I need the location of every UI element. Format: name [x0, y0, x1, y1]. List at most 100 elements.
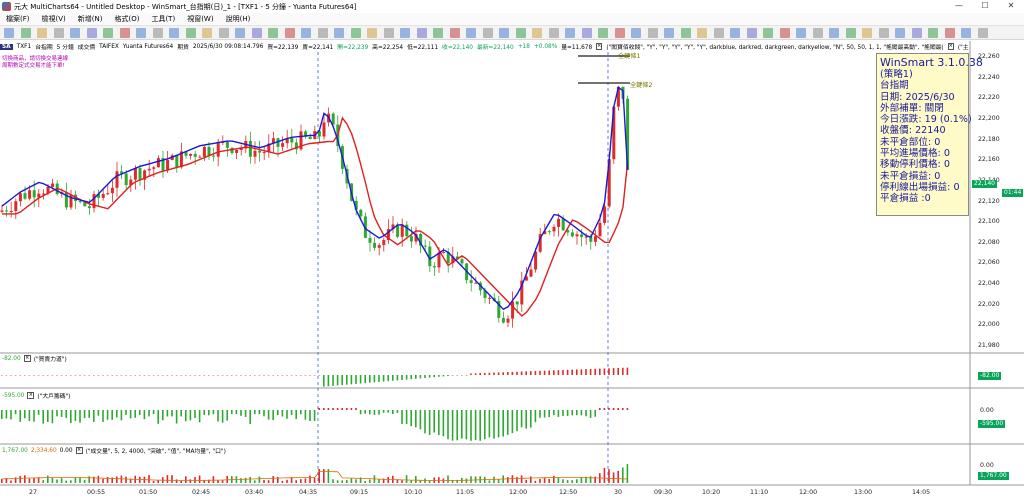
toolbar-button[interactable] — [812, 28, 823, 38]
power-bar — [152, 375, 155, 376]
power-bar — [336, 375, 339, 386]
toolbar-button[interactable] — [449, 28, 460, 38]
volume-bar — [162, 477, 164, 483]
infobox-line: (策略1) — [880, 69, 913, 80]
menu-window[interactable]: 視窗(W) — [187, 15, 214, 23]
toolbar-button[interactable] — [532, 28, 542, 38]
toolbar-button[interactable] — [779, 28, 790, 38]
candle-body — [589, 236, 593, 242]
toolbar-button[interactable] — [928, 28, 938, 38]
toolbar-button[interactable] — [697, 28, 707, 38]
toolbar-button[interactable] — [977, 28, 988, 38]
menu-view[interactable]: 檢視(V) — [41, 15, 66, 23]
toolbar-button[interactable] — [482, 28, 493, 38]
toolbar-button[interactable] — [235, 28, 245, 38]
menu-tools[interactable]: 工具(T) — [151, 15, 176, 23]
toolbar-button[interactable] — [169, 28, 179, 38]
symbol-badge[interactable]: SA — [0, 43, 13, 50]
toolbar-button[interactable] — [334, 28, 344, 38]
toolbar-button[interactable] — [4, 28, 14, 38]
candle-body — [446, 252, 450, 264]
infobox-title: WinSmart 3.1.0.38 — [880, 56, 983, 69]
toolbar-button[interactable] — [136, 28, 146, 38]
symbol-code: TXF1 — [16, 43, 32, 50]
close-study2-icon[interactable]: × — [947, 43, 954, 50]
power-bar — [14, 375, 17, 376]
panel2-close-icon[interactable]: × — [23, 355, 31, 362]
toolbar-button[interactable] — [383, 28, 394, 38]
toolbar-button[interactable] — [548, 28, 559, 38]
toolbar-button[interactable] — [944, 28, 955, 38]
toolbar-button[interactable] — [251, 28, 262, 38]
toolbar-button[interactable] — [367, 28, 377, 38]
toolbar-button[interactable] — [499, 28, 509, 38]
volume-bar — [83, 479, 86, 483]
volume-bar — [465, 478, 468, 483]
toolbar-button[interactable] — [895, 28, 905, 38]
toolbar-button[interactable] — [598, 28, 608, 38]
toolbar-button[interactable] — [961, 28, 971, 38]
toolbar-button[interactable] — [565, 28, 575, 38]
toolbar-button[interactable] — [515, 28, 526, 38]
toolbar-button[interactable] — [202, 28, 212, 38]
toolbar-button[interactable] — [53, 28, 64, 38]
minimize-button[interactable]: — — [955, 1, 963, 10]
panel3-close-icon[interactable]: × — [27, 392, 35, 399]
toolbar-button[interactable] — [862, 28, 872, 38]
chip-bar — [5, 410, 8, 419]
menu-insert[interactable]: 新增(N) — [77, 15, 103, 23]
toolbar-button[interactable] — [103, 28, 113, 38]
toolbar-button[interactable] — [400, 28, 410, 38]
toolbar-button[interactable] — [350, 28, 361, 38]
toolbar-button[interactable] — [614, 28, 625, 38]
power-bar — [520, 371, 523, 375]
toolbar-button[interactable] — [466, 28, 476, 38]
toolbar-button[interactable] — [730, 28, 740, 38]
toolbar-button[interactable] — [680, 28, 691, 38]
close-button[interactable]: ✕ — [1007, 1, 1015, 10]
toolbar-button[interactable] — [845, 28, 856, 38]
toolbar-button[interactable] — [218, 28, 229, 38]
power-bar — [10, 375, 12, 376]
toolbar-button[interactable] — [581, 28, 592, 38]
toolbar-button[interactable] — [185, 28, 196, 38]
toolbar-button[interactable] — [20, 28, 31, 38]
toolbar-button[interactable] — [647, 28, 658, 38]
toolbar-button[interactable] — [416, 28, 427, 38]
ask-price: 賣=22,141 — [302, 45, 334, 51]
toolbar-button[interactable] — [664, 28, 674, 38]
toolbar-button[interactable] — [317, 28, 328, 38]
infobox-line: 移動停利價格: 0 — [880, 159, 950, 171]
toolbar-button[interactable] — [86, 28, 97, 38]
toolbar-button[interactable] — [746, 28, 757, 38]
maximize-button[interactable]: ☐ — [981, 1, 989, 10]
toolbar-button[interactable] — [268, 28, 278, 38]
toolbar-button[interactable] — [433, 28, 443, 38]
panel4-close-icon[interactable]: × — [75, 447, 83, 454]
menu-file[interactable]: 檔案(F) — [6, 15, 30, 23]
volume-bar — [562, 479, 564, 483]
toolbar-button[interactable] — [631, 28, 641, 38]
toolbar-button[interactable] — [796, 28, 806, 38]
toolbar-button[interactable] — [763, 28, 773, 38]
close-study-icon[interactable]: × — [596, 43, 603, 50]
toolbar-button[interactable] — [829, 28, 839, 38]
toolbar-button[interactable] — [70, 28, 80, 38]
toolbar-button[interactable] — [713, 28, 724, 38]
volume-bar — [576, 479, 578, 483]
menu-help[interactable]: 說明(H) — [225, 15, 251, 23]
toolbar-button[interactable] — [301, 28, 311, 38]
candle-body — [345, 168, 349, 184]
toolbar-button[interactable] — [284, 28, 295, 38]
toolbar-button[interactable] — [878, 28, 889, 38]
candle-body — [488, 297, 492, 299]
toolbar-button[interactable] — [911, 28, 922, 38]
volume-bar — [235, 476, 238, 483]
toolbar-button[interactable] — [119, 28, 130, 38]
volume-bar — [608, 469, 610, 483]
time-tick-label: 00:55 — [87, 489, 106, 496]
menu-format[interactable]: 格式(O) — [114, 15, 140, 23]
toolbar-button[interactable] — [37, 28, 47, 38]
toolbar-button[interactable] — [152, 28, 163, 38]
